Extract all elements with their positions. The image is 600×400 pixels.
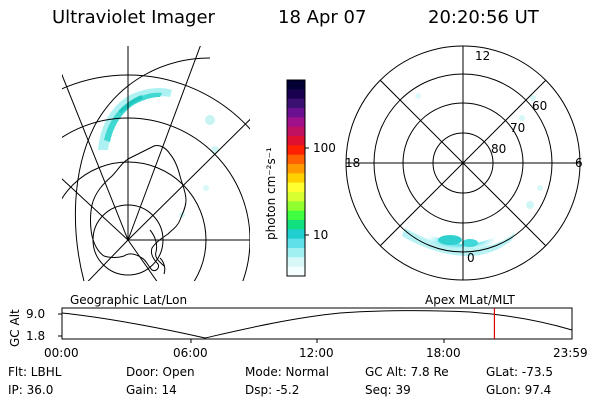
seq-readout: Seq: 39 <box>365 383 411 397</box>
geographic-map <box>62 46 250 281</box>
colorbar-swatch <box>287 98 305 109</box>
ip-readout: IP: 36.0 <box>8 383 54 397</box>
colorbar-swatch <box>287 257 305 268</box>
mlat-label-80: 80 <box>491 142 507 156</box>
mlt-label-6: 6 <box>575 156 583 170</box>
colorbar-swatch <box>287 210 305 221</box>
gc-alt-readout: GC Alt: 7.8 Re <box>365 365 449 379</box>
timeline-xtick: 12:00 <box>299 346 334 360</box>
timeline-ytick-top: 9.0 <box>26 307 46 321</box>
lat-lon-grid <box>62 46 250 281</box>
apex-map-label: Apex MLat/MLT <box>425 293 515 307</box>
colorbar-swatch <box>287 238 305 249</box>
gain-readout: Gain: 14 <box>126 383 177 397</box>
colorbar-unit-label: photon cm⁻²s⁻¹ <box>264 147 278 240</box>
timeline-ylabel: GC Alt <box>8 309 22 347</box>
colorbar-swatch <box>287 136 305 146</box>
mlt-label-18: 18 <box>345 156 361 170</box>
app-title: Ultraviolet Imager <box>52 7 215 28</box>
mlat-label-70: 70 <box>510 121 526 135</box>
colorbar-swatch <box>287 89 305 100</box>
apex-polar-map <box>345 45 581 281</box>
colorbar-swatch <box>287 266 305 277</box>
colorbar-swatch <box>287 182 305 193</box>
colorbar-swatch <box>287 117 305 128</box>
mlt-label-12: 12 <box>475 49 491 63</box>
date-readout: 18 Apr 07 <box>278 7 367 28</box>
aurora-emission-left <box>98 87 219 218</box>
geographic-map-label: Geographic Lat/Lon <box>70 293 188 307</box>
altitude-curve <box>61 310 573 339</box>
door-readout: Door: Open <box>126 365 195 379</box>
colorbar-swatch <box>287 164 305 174</box>
flt-readout: Flt: LBHL <box>8 365 62 379</box>
colorbar-tick-10: 10 <box>313 228 329 242</box>
colorbar-tick-100: 100 <box>313 141 336 155</box>
timeline-xtick: 06:00 <box>173 346 208 360</box>
timeline-xtick: 00:00 <box>44 346 79 360</box>
mode-readout: Mode: Normal <box>245 365 329 379</box>
colorbar <box>286 79 309 277</box>
colorbar-swatch <box>287 201 305 212</box>
colorbar-swatch <box>287 108 305 118</box>
altitude-timeline <box>58 307 573 343</box>
glat-readout: GLat: -73.5 <box>486 365 553 379</box>
colorbar-swatch <box>287 173 305 184</box>
time-readout: 20:20:56 UT <box>428 7 539 28</box>
timeline-xtick: 18:00 <box>426 346 461 360</box>
colorbar-swatch <box>287 248 305 258</box>
mlat-label-60: 60 <box>532 99 548 113</box>
colorbar-swatch <box>287 220 305 230</box>
colorbar-swatch <box>287 229 305 240</box>
coastline <box>90 145 187 271</box>
timeline-ytick-bottom: 1.8 <box>26 329 46 343</box>
colorbar-swatch <box>287 154 305 165</box>
colorbar-swatch <box>287 80 305 90</box>
timeline-xtick: 23:59 <box>553 346 588 360</box>
colorbar-swatch <box>287 192 305 202</box>
colorbar-swatch <box>287 145 305 156</box>
dsp-readout: Dsp: -5.2 <box>245 383 300 397</box>
view-boundary <box>74 57 211 281</box>
mlt-label-0: 0 <box>467 251 475 265</box>
glon-readout: GLon: 97.4 <box>486 383 552 397</box>
colorbar-swatch <box>287 126 305 137</box>
